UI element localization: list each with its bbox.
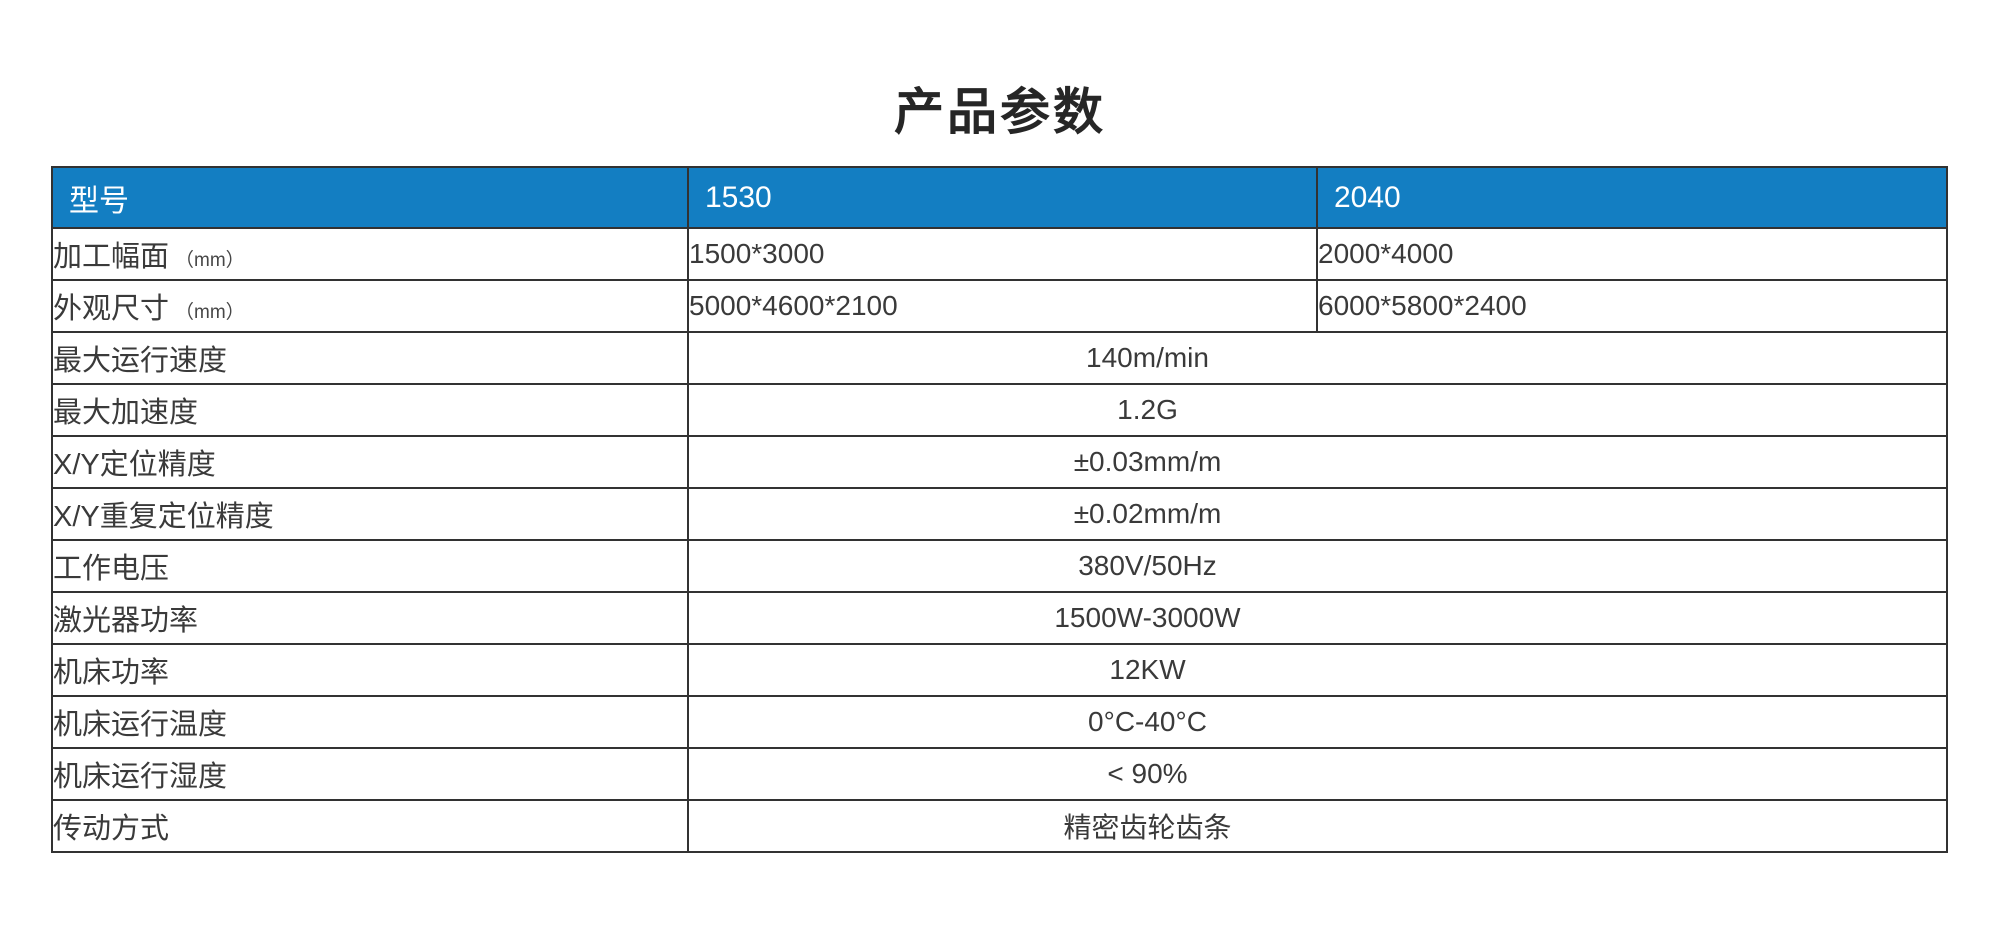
max-acceleration-value-cell: 1.2G (687, 383, 1948, 437)
work-area-value-1530: 1500*3000 (687, 227, 1318, 281)
row-label-unit: （mm） (175, 250, 245, 271)
row-label-unit: （mm） (175, 302, 245, 323)
operating-humidity-value-cell: < 90% (687, 747, 1948, 801)
laser-power-label-cell: 激光器功率 (51, 591, 689, 645)
table-row-operating-temperature: 机床运行温度 0°C-40°C (51, 695, 1948, 749)
table-row-max-speed: 最大运行速度 140m/min (51, 331, 1948, 385)
table-row-work-area: 加工幅面 （mm） 1500*3000 2000*4000 (51, 227, 1948, 281)
positioning-accuracy-value-cell: ±0.03mm/m (687, 435, 1948, 489)
work-area-value-2040: 2000*4000 (1316, 227, 1948, 281)
table-row-repeat-accuracy: X/Y重复定位精度 ±0.02mm/m (51, 487, 1948, 541)
working-voltage-label-cell: 工作电压 (51, 539, 689, 593)
table-row-laser-power: 激光器功率 1500W-3000W (51, 591, 1948, 645)
table-row-operating-humidity: 机床运行湿度 < 90% (51, 747, 1948, 801)
page-title: 产品参数 (894, 84, 1106, 140)
positioning-accuracy-label-cell: X/Y定位精度 (51, 435, 689, 489)
table-header-row: 型号 1530 2040 (51, 166, 1948, 229)
repeat-accuracy-value-cell: ±0.02mm/m (687, 487, 1948, 541)
laser-power-value-cell: 1500W-3000W (687, 591, 1948, 645)
operating-humidity-label-cell: 机床运行湿度 (51, 747, 689, 801)
operating-temperature-label-cell: 机床运行温度 (51, 695, 689, 749)
row-label: 加工幅面 (53, 241, 170, 273)
dimensions-value-1530: 5000*4600*2100 (687, 279, 1318, 333)
table-row-transmission-type: 传动方式 精密齿轮齿条 (51, 799, 1948, 853)
operating-temperature-value-cell: 0°C-40°C (687, 695, 1948, 749)
row-label: 外观尺寸 (53, 293, 170, 325)
table-row-max-acceleration: 最大加速度 1.2G (51, 383, 1948, 437)
max-speed-label-cell: 最大运行速度 (51, 331, 689, 385)
machine-power-value-cell: 12KW (687, 643, 1948, 697)
repeat-accuracy-label-cell: X/Y重复定位精度 (51, 487, 689, 541)
header-cell-model-label: 型号 (51, 166, 689, 229)
header-cell-model-2040: 2040 (1316, 166, 1948, 229)
dimensions-value-2040: 6000*5800*2400 (1316, 279, 1948, 333)
max-speed-value-cell: 140m/min (687, 331, 1948, 385)
product-spec-table: 型号 1530 2040 加工幅面 （mm） 1500*3000 2000*400… (51, 166, 1948, 853)
table-row-dimensions: 外观尺寸 （mm） 5000*4600*2100 6000*5800*2400 (51, 279, 1948, 333)
machine-power-label-cell: 机床功率 (51, 643, 689, 697)
header-cell-model-1530: 1530 (687, 166, 1318, 229)
max-acceleration-label-cell: 最大加速度 (51, 383, 689, 437)
table-row-working-voltage: 工作电压 380V/50Hz (51, 539, 1948, 593)
transmission-type-label-cell: 传动方式 (51, 799, 689, 853)
table-row-machine-power: 机床功率 12KW (51, 643, 1948, 697)
working-voltage-value-cell: 380V/50Hz (687, 539, 1948, 593)
dimensions-label-cell: 外观尺寸 （mm） (51, 279, 689, 333)
work-area-label-cell: 加工幅面 （mm） (51, 227, 689, 281)
transmission-type-value-cell: 精密齿轮齿条 (687, 799, 1948, 853)
table-row-positioning-accuracy: X/Y定位精度 ±0.03mm/m (51, 435, 1948, 489)
